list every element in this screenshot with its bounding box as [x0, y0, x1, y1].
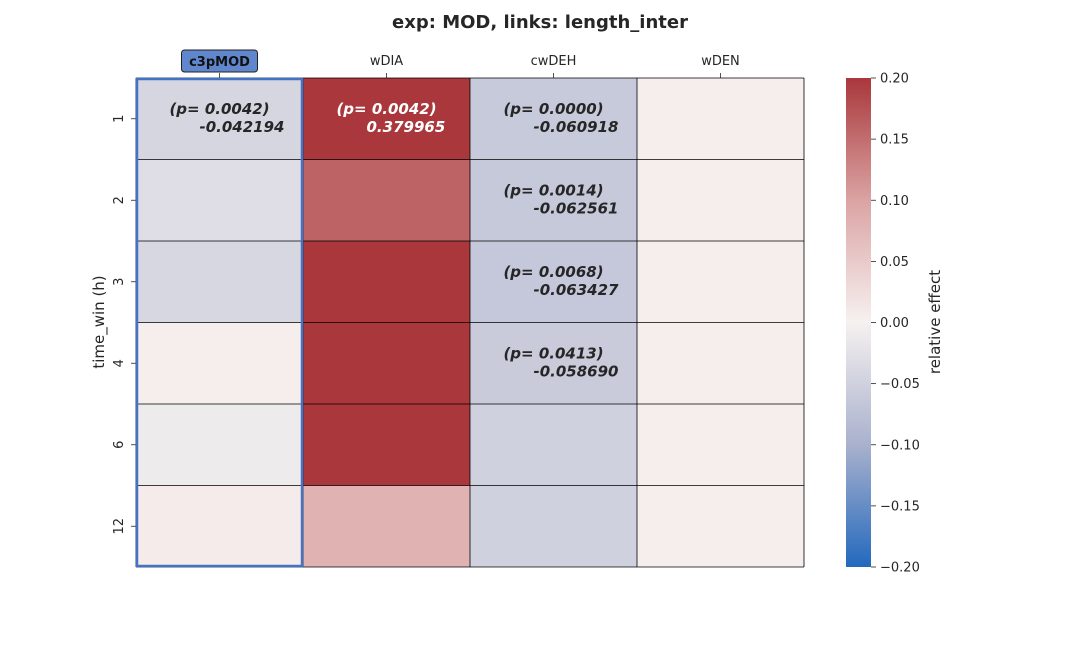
- cell-annotation: (p= 0.0068) -0.063427: [503, 263, 619, 299]
- x-axis-ticks: wDIA cwDEH wDEN: [219, 54, 740, 78]
- colorbar-tick-label: −0.20: [880, 561, 920, 576]
- heatmap-cell-r4-c0: [136, 404, 303, 486]
- heatmap-cell-r5-c2: [470, 485, 637, 567]
- heatmap-cell-r1-c0: [136, 159, 303, 241]
- x-tick-label: cwDEH: [531, 54, 577, 69]
- cell-annotation: (p= 0.0014) -0.062561: [503, 181, 618, 217]
- heatmap-cell-r0-c3: [637, 78, 804, 160]
- heatmap-cell-r2-c1: [303, 241, 470, 323]
- heatmap-cell-r3-c3: [637, 322, 804, 404]
- heatmap-cell-r0-c0: [136, 78, 303, 160]
- y-axis-label: time_win (h): [90, 275, 109, 368]
- colorbar-tick-label: 0.15: [880, 133, 909, 148]
- colorbar-tick-label: −0.15: [880, 499, 920, 514]
- heatmap-cell-r1-c1: [303, 159, 470, 241]
- heatmap-cell-r4-c3: [637, 404, 804, 486]
- heatmap-cell-r4-c1: [303, 404, 470, 486]
- x-tick-label-highlight: c3pMOD: [189, 55, 250, 70]
- heatmap-cell-r3-c2: [470, 322, 637, 404]
- y-tick-label: 12: [112, 518, 127, 535]
- y-tick-label: 2: [112, 196, 127, 204]
- heatmap-cell-r5-c0: [136, 485, 303, 567]
- highlight-column-border: [135, 77, 304, 568]
- colorbar-tick-label: −0.05: [880, 377, 920, 392]
- y-tick-label: 4: [112, 359, 127, 367]
- highlight-column: c3pMOD: [135, 49, 304, 568]
- heatmap-cell-r4-c2: [470, 404, 637, 486]
- heatmap-cell-r5-c3: [637, 485, 804, 567]
- heatmap-cell-r2-c2: [470, 241, 637, 323]
- colorbar-tick-label: 0.20: [880, 72, 909, 87]
- heatmap-cell-r2-c0: [136, 241, 303, 323]
- colorbar-tick-label: −0.10: [880, 438, 920, 453]
- cell-annotation: (p= 0.0042) 0.379965: [336, 100, 445, 136]
- heatmap-cell-r1-c3: [637, 159, 804, 241]
- colorbar-gradient: [846, 78, 871, 567]
- colorbar-tick-label: 0.00: [880, 316, 909, 331]
- colorbar-label: relative effect: [926, 270, 944, 374]
- heatmap-cell-r3-c0: [136, 322, 303, 404]
- heatmap-cell-r2-c3: [637, 241, 804, 323]
- y-tick-label: 1: [112, 115, 127, 123]
- colorbar-tick-label: 0.10: [880, 194, 909, 209]
- colorbar: 0.20 0.15 0.10 0.05 0.00 −0.05 −0.10 −0.15 −0.20: [846, 72, 920, 576]
- x-tick-label: wDIA: [370, 54, 403, 69]
- cell-annotation: (p= 0.0042) -0.042194: [169, 100, 284, 136]
- heatmap-cell-r1-c2: [470, 159, 637, 241]
- heatmap-cells: [136, 78, 804, 567]
- heatmap-cell-r3-c1: [303, 322, 470, 404]
- colorbar-tick-label: 0.05: [880, 255, 909, 270]
- cell-annotation: (p= 0.0000) -0.060918: [503, 100, 618, 136]
- heatmap-cell-r5-c1: [303, 485, 470, 567]
- cell-annotations: (p= 0.0042) -0.042194 (p= 0.0042) 0.379965 (…: [169, 100, 619, 381]
- y-tick-label: 3: [112, 278, 127, 286]
- highlight-label-box: [181, 49, 258, 73]
- y-tick-label: 6: [112, 441, 127, 449]
- cell-annotation: (p= 0.0413) -0.058690: [503, 344, 618, 380]
- heatmap-cell-r0-c1: [303, 78, 470, 160]
- heatmap-cell-r0-c2: [470, 78, 637, 160]
- x-tick-label: wDEN: [701, 54, 740, 69]
- chart-title: exp: MOD, links: length_inter: [392, 12, 688, 33]
